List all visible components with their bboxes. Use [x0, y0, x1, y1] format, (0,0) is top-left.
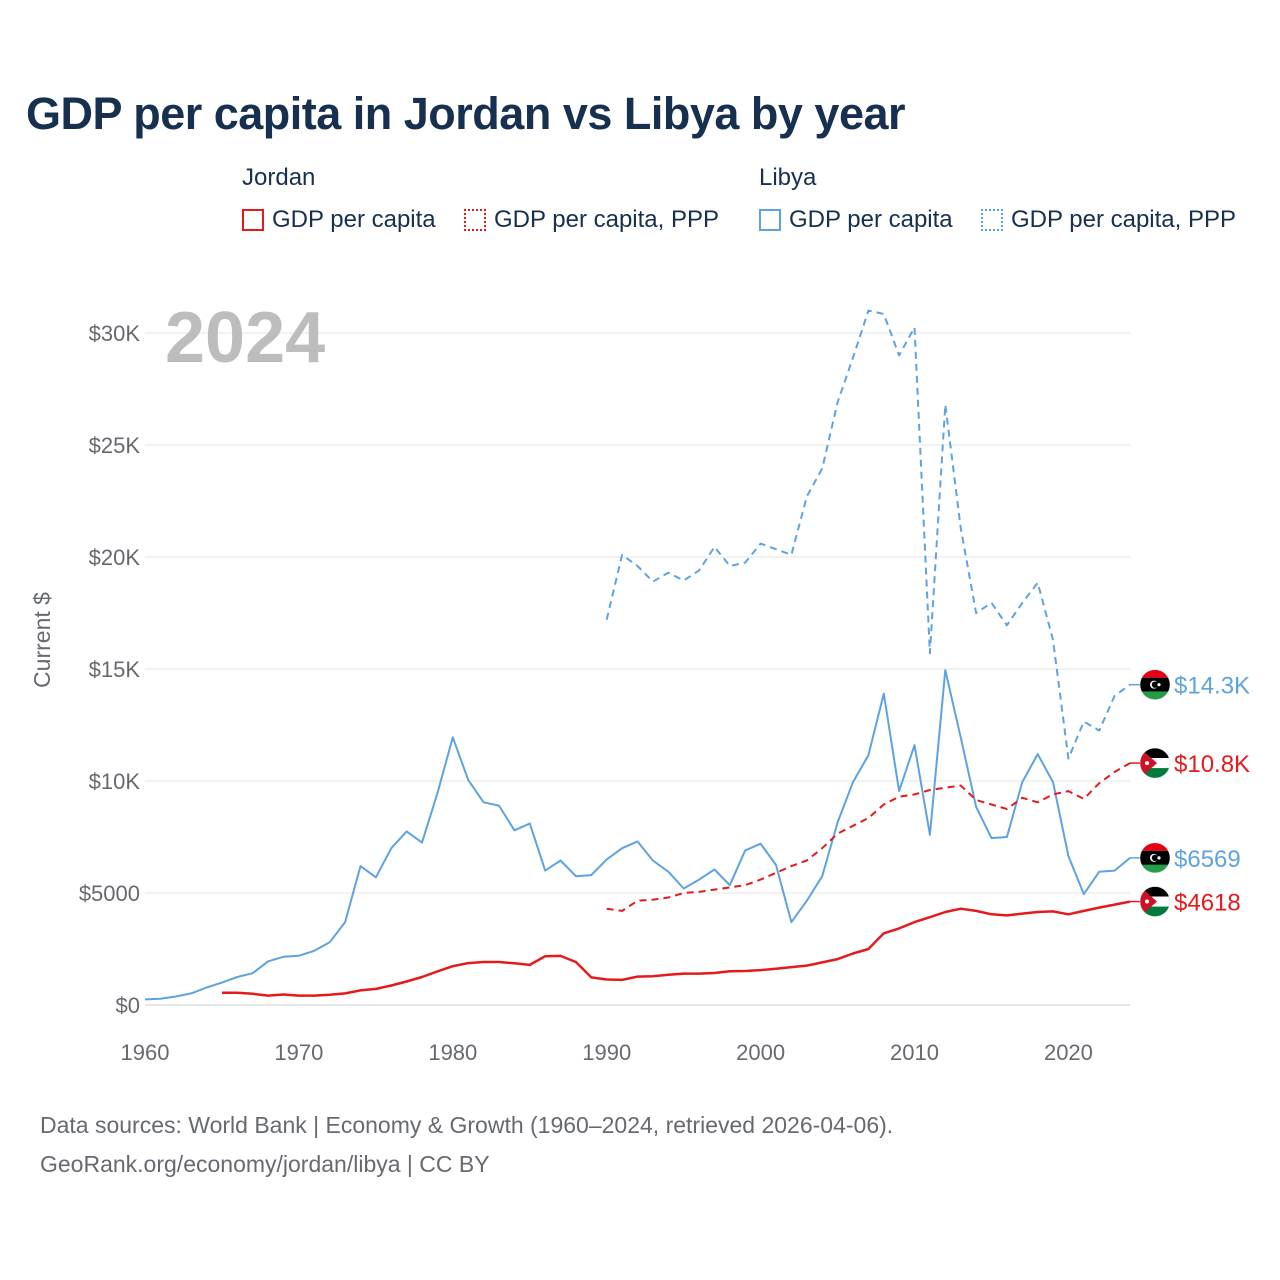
legend-group-jordan: Jordan	[242, 164, 316, 191]
libya-flag-icon	[1139, 669, 1171, 700]
flag-body	[1140, 748, 1170, 779]
data-sources: Data sources: World Bank | Economy & Gro…	[40, 1106, 893, 1184]
end-value-label: $6569	[1174, 846, 1241, 873]
y-tick-label: $0	[116, 993, 140, 1018]
legend-swatch-solid-red	[242, 209, 264, 231]
flag-stripe-red	[1140, 669, 1170, 678]
flag-body	[1140, 842, 1170, 873]
legend-item-jordan-gdp-ppp[interactable]: GDP per capita, PPP	[464, 206, 719, 234]
flag-stripe-black	[1140, 886, 1170, 897]
series-line-jordan-gdp-per-capita	[222, 900, 1131, 997]
legend-label: GDP per capita, PPP	[494, 206, 719, 233]
flag-crescent-inner	[1151, 681, 1159, 688]
legend-group-libya: Libya	[759, 164, 817, 191]
legend-swatch-dotted-red	[464, 209, 486, 231]
legend-item-jordan-gdp[interactable]: GDP per capita	[242, 206, 436, 234]
flag-star	[1157, 683, 1161, 687]
legend-item-libya-gdp-ppp[interactable]: GDP per capita, PPP	[981, 206, 1236, 234]
x-tick-label: 1990	[582, 1040, 631, 1065]
y-tick-label: $20K	[89, 545, 141, 570]
x-tick-label: 2000	[736, 1040, 785, 1065]
end-markers: $14.3K $6569 $10.8K $4618	[1130, 669, 1250, 917]
legend-item-libya-gdp[interactable]: GDP per capita	[759, 206, 953, 234]
chart-title: GDP per capita in Jordan vs Libya by yea…	[26, 88, 906, 139]
flag-border	[1139, 669, 1171, 700]
y-tick-label: $25K	[89, 433, 141, 458]
end-value-label: $4618	[1174, 890, 1241, 917]
flag-stripe-green	[1140, 691, 1170, 700]
flag-border	[1139, 886, 1171, 917]
x-tick-label: 2010	[890, 1040, 939, 1065]
end-value-label: $10.8K	[1174, 751, 1250, 778]
legend-label: GDP per capita, PPP	[1011, 206, 1236, 233]
series-lines	[144, 309, 1131, 1001]
jordan-flag-icon	[1139, 747, 1171, 779]
y-tick-label: $30K	[89, 321, 141, 346]
y-tick-label: $15K	[89, 657, 141, 682]
flag-stripe-black	[1140, 748, 1170, 759]
grid	[145, 332, 1130, 1006]
y-tick-label: $10K	[89, 769, 141, 794]
flag-border	[1139, 747, 1171, 779]
y-axis-ticks: $0 $5000 $10K $15K $20K $25K $30K	[79, 321, 141, 1018]
sources-line-1: Data sources: World Bank | Economy & Gro…	[40, 1112, 894, 1138]
x-tick-label: 1970	[274, 1040, 323, 1065]
libya-flag-icon	[1139, 842, 1171, 874]
y-axis-label: Current $	[29, 592, 55, 688]
legend-swatch-dotted-blue	[981, 209, 1003, 231]
x-tick-label: 1980	[428, 1040, 477, 1065]
flag-stripe-green	[1140, 906, 1170, 917]
flag-star	[1145, 761, 1149, 766]
end-value-label: $14.3K	[1174, 673, 1250, 700]
y-tick-label: $5000	[79, 881, 140, 906]
legend-swatch-solid-blue	[759, 209, 781, 231]
series-line-libya-gdp-per-capita	[144, 669, 1131, 1001]
flag-body	[1140, 669, 1170, 700]
sources-line-2[interactable]: GeoRank.org/economy/jordan/libya | CC BY	[40, 1151, 490, 1177]
flag-stripe-green	[1140, 768, 1170, 779]
flag-star	[1145, 899, 1149, 904]
flag-star	[1157, 856, 1161, 860]
flag-border	[1139, 842, 1171, 874]
x-axis-ticks: 1960 1970 1980 1990 2000 2010 2020	[121, 1040, 1093, 1065]
series-line-libya-gdp-per-capita-ppp	[605, 309, 1131, 760]
x-tick-label: 2020	[1044, 1040, 1093, 1065]
line-chart: 2024 $0 $5000 $10K $15K $20K $25K $30K 1960 197…	[29, 298, 1250, 1065]
flag-stripe-green	[1140, 864, 1170, 873]
flag-stripe-red	[1140, 842, 1170, 851]
flag-body	[1140, 886, 1170, 917]
year-overlay: 2024	[165, 298, 325, 378]
legend-label: GDP per capita	[789, 206, 953, 233]
x-tick-label: 1960	[121, 1040, 170, 1065]
jordan-flag-icon	[1139, 886, 1171, 917]
flag-crescent-inner	[1151, 854, 1159, 862]
legend-label: GDP per capita	[272, 206, 436, 233]
